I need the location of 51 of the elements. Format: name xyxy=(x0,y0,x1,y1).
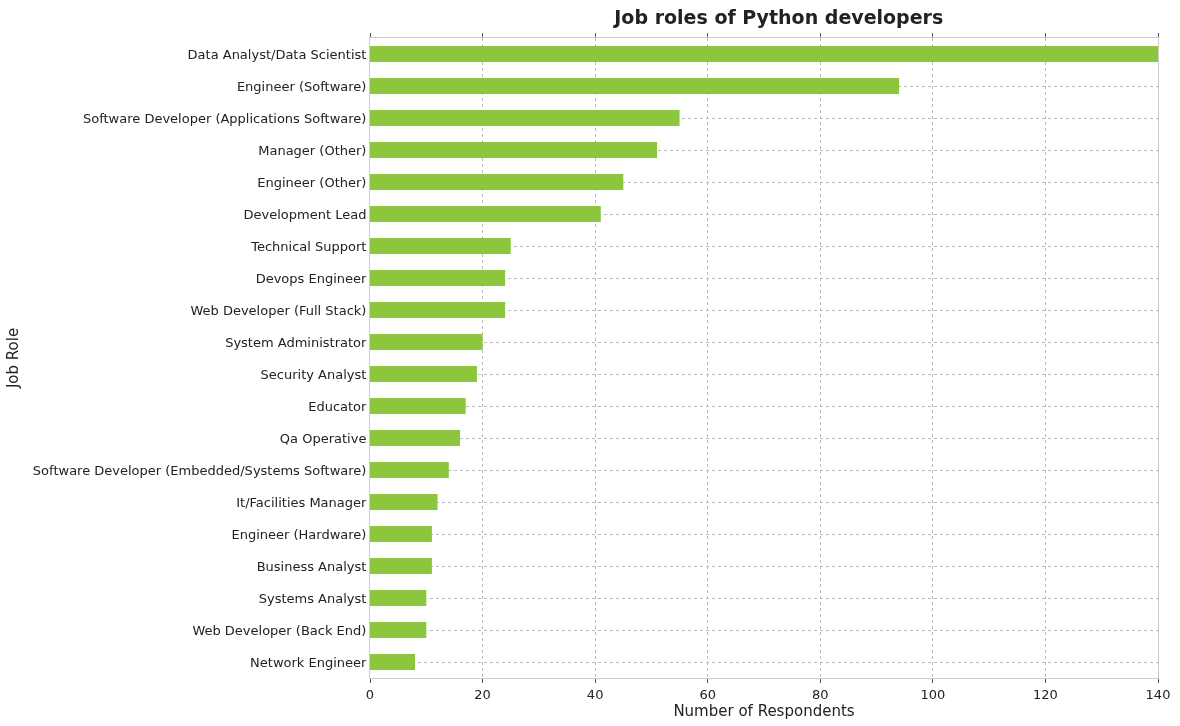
y-tick-label: Engineer (Other) xyxy=(257,174,367,190)
y-tick-label: Software Developer (Applications Software) xyxy=(82,110,367,126)
y-tick-label: Qa Operative xyxy=(279,430,367,446)
y-tick-label: Web Developer (Back End) xyxy=(192,622,367,638)
bar xyxy=(370,270,506,286)
bar xyxy=(370,558,432,574)
y-tick-label: Engineer (Hardware) xyxy=(231,526,367,542)
bar xyxy=(370,622,427,638)
y-axis-title: Job Role xyxy=(4,327,23,390)
bar xyxy=(370,142,658,158)
y-tick-label: Manager (Other) xyxy=(258,142,367,158)
bar xyxy=(370,398,466,414)
x-axis-title: Number of Respondents xyxy=(673,701,855,720)
x-tick-label: 20 xyxy=(474,686,491,702)
x-tick-label: 100 xyxy=(920,686,946,702)
bar xyxy=(370,430,461,446)
x-tick-label: 120 xyxy=(1033,686,1058,702)
y-tick-label: Devops Engineer xyxy=(255,270,368,286)
x-tick-label: 140 xyxy=(1145,686,1171,702)
bar xyxy=(370,238,511,254)
y-tick-label: Network Engineer xyxy=(250,654,368,670)
x-tick-label: 0 xyxy=(365,686,375,702)
bar xyxy=(370,206,601,222)
y-tick-label: Software Developer (Embedded/Systems Software) xyxy=(32,462,367,478)
y-tick-label: Web Developer (Full Stack) xyxy=(190,302,367,318)
bar xyxy=(370,334,483,350)
y-tick-label: Systems Analyst xyxy=(258,590,367,606)
bar xyxy=(370,110,680,126)
bar xyxy=(370,366,477,382)
y-tick-label: It/Facilities Manager xyxy=(236,494,368,510)
bar xyxy=(370,462,449,478)
y-tick-label: Technical Support xyxy=(250,238,367,254)
y-tick-label: System Administrator xyxy=(225,334,368,350)
x-tick-label: 40 xyxy=(586,686,604,702)
bar xyxy=(370,590,427,606)
bar xyxy=(370,78,900,94)
bar xyxy=(370,174,624,190)
y-tick-label: Engineer (Software) xyxy=(236,78,367,94)
x-tick-label: 60 xyxy=(699,686,716,702)
y-tick-label: Educator xyxy=(308,398,368,414)
y-tick-label: Data Analyst/Data Scientist xyxy=(187,46,367,62)
bar xyxy=(370,46,1158,62)
x-tick-label: 80 xyxy=(812,686,829,702)
y-tick-label: Business Analyst xyxy=(256,558,367,574)
bar xyxy=(370,302,506,318)
y-tick-label: Security Analyst xyxy=(260,366,367,382)
bar xyxy=(370,654,416,670)
chart-title: Job roles of Python developers xyxy=(612,6,944,29)
bar xyxy=(370,526,432,542)
y-tick-label: Development Lead xyxy=(243,206,367,222)
bar xyxy=(370,494,438,510)
